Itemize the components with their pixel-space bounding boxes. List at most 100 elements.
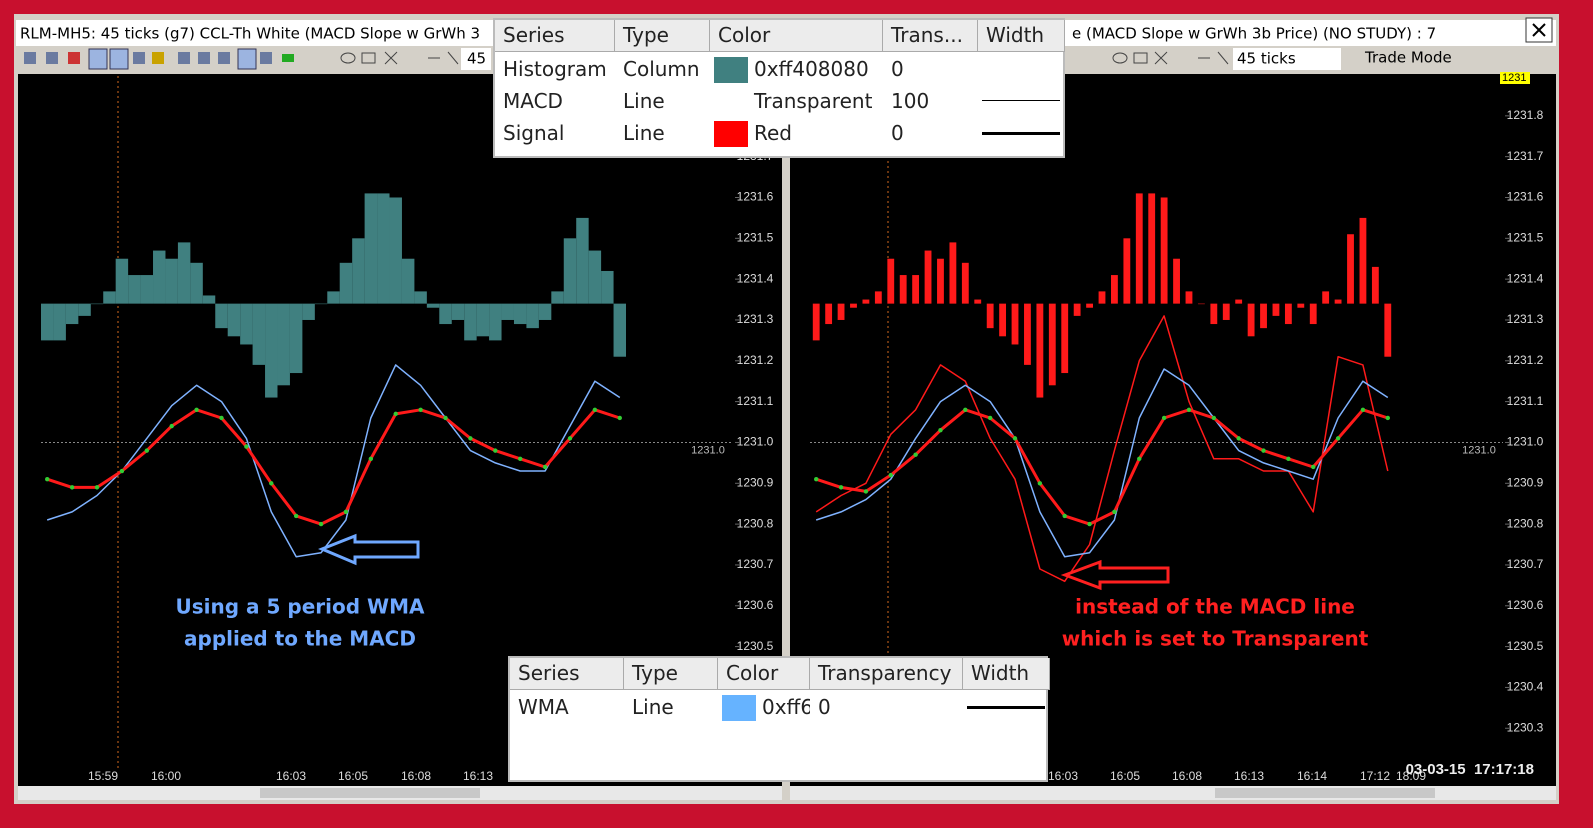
histogram-bar xyxy=(227,303,241,337)
trade-mode-button[interactable]: Trade Mode xyxy=(1364,49,1452,67)
x-tick-label: 16:13 xyxy=(1234,769,1264,783)
histogram-bar xyxy=(464,303,477,341)
toolbar-input[interactable] xyxy=(461,48,491,70)
histogram-bar xyxy=(1073,303,1081,316)
histogram-bar xyxy=(999,303,1007,337)
toolbar-icon[interactable] xyxy=(24,52,36,64)
line-marker xyxy=(1360,407,1366,412)
histogram-bar xyxy=(1297,303,1305,308)
y-tick-label: 1231.2 xyxy=(1507,353,1544,367)
toolbar-icon[interactable] xyxy=(152,52,164,64)
toolbar-icon[interactable] xyxy=(361,52,376,64)
annotation: Using a 5 period WMA xyxy=(176,595,425,619)
histogram-bar xyxy=(1135,193,1143,304)
indicator-line xyxy=(815,368,1389,558)
scroll-thumb[interactable] xyxy=(1215,788,1435,798)
histogram-bar xyxy=(1111,275,1118,304)
line-marker xyxy=(144,448,149,453)
toolbar-icon[interactable] xyxy=(384,51,398,65)
histogram-bar xyxy=(240,303,253,345)
line-marker xyxy=(1286,456,1291,461)
column-header: Color xyxy=(718,658,810,690)
last-price-label: 1231 xyxy=(1502,72,1526,84)
toolbar-icon[interactable] xyxy=(88,48,108,70)
histogram-bar xyxy=(115,258,129,304)
x-tick-label: 16:05 xyxy=(1110,769,1140,783)
histogram-bar xyxy=(489,303,502,341)
x-tick-label: 15:59 xyxy=(88,769,118,783)
line-marker xyxy=(1161,415,1167,421)
toolbar-icon[interactable] xyxy=(198,52,210,64)
y-tick-label: 1230.7 xyxy=(737,557,774,571)
histogram-bar xyxy=(837,303,845,320)
histogram-bar xyxy=(476,303,490,337)
line-marker xyxy=(1385,415,1390,421)
scroll-thumb[interactable] xyxy=(260,788,480,798)
toolbar-icon[interactable] xyxy=(237,48,257,70)
histogram-bar xyxy=(949,242,957,304)
indicator-line xyxy=(46,408,621,526)
series-properties-table: Series Type Color Trans... Width Histogram Col… xyxy=(493,18,1065,158)
toolbar-input[interactable] xyxy=(1233,48,1341,70)
right-toolbar-icons xyxy=(1112,48,1341,70)
table-cell: Column xyxy=(623,57,700,81)
y-tick-label: 1231.4 xyxy=(737,271,774,285)
left-toolbar-icons xyxy=(24,48,491,70)
width-sample xyxy=(967,706,1045,709)
toolbar-icon[interactable] xyxy=(46,52,58,64)
toolbar-icon[interactable] xyxy=(1112,52,1128,64)
toolbar-icon[interactable] xyxy=(178,52,190,64)
y-tick-label: 1230.5 xyxy=(737,639,774,653)
column-header: Transparency xyxy=(810,658,963,690)
annotation: applied to the MACD xyxy=(184,627,416,651)
wma-properties-table: Series Type Color Transparency Width WMA Line 0… xyxy=(508,656,1050,782)
toolbar-icon[interactable] xyxy=(109,48,129,70)
column-header: Series xyxy=(495,20,615,52)
table-cell: Line xyxy=(632,695,674,719)
toolbar-icon[interactable] xyxy=(340,52,356,64)
line-marker xyxy=(194,407,199,412)
histogram-bar xyxy=(1222,303,1230,320)
window-title: e (MACD Slope w GrWh 3b Price) (NO STUDY… xyxy=(1072,25,1436,43)
histogram-bar xyxy=(924,250,932,304)
line-marker xyxy=(1335,436,1341,441)
histogram-bar xyxy=(588,250,602,304)
y-tick-label: 1231.0 xyxy=(1507,435,1544,449)
annotation-arrow xyxy=(1060,559,1170,591)
histogram-bar xyxy=(1272,303,1280,316)
toolbar-icon[interactable] xyxy=(1133,52,1148,64)
histogram-bar xyxy=(1011,303,1019,345)
histogram-bar xyxy=(899,275,907,304)
line-marker xyxy=(1311,464,1316,470)
toolbar-icon[interactable] xyxy=(68,52,80,64)
indicator-line xyxy=(46,364,621,558)
histogram-bar xyxy=(1123,238,1131,304)
y-tick-label: 1230.9 xyxy=(737,475,774,489)
indicator-line xyxy=(815,315,1389,583)
width-sample xyxy=(982,100,1060,101)
right-scrollbar[interactable] xyxy=(790,786,1556,800)
line-marker xyxy=(119,468,125,474)
histogram-bar xyxy=(377,193,390,304)
toolbar-icon[interactable] xyxy=(218,52,230,64)
histogram-bar xyxy=(1173,258,1180,304)
toolbar-icon[interactable] xyxy=(1154,51,1168,65)
annotation: instead of the MACD line xyxy=(1075,595,1355,619)
table-cell: Red xyxy=(754,121,792,145)
column-header: Width xyxy=(978,20,1065,52)
y-tick-label: 1231.7 xyxy=(1507,149,1544,163)
histogram-bar xyxy=(1160,197,1168,304)
column-header: Color xyxy=(710,20,883,52)
color-swatch xyxy=(722,695,756,721)
toolbar-icon[interactable] xyxy=(1198,51,1229,65)
toolbar-icon[interactable] xyxy=(428,51,459,65)
histogram-bar xyxy=(501,303,514,320)
y-tick-label: 1230.3 xyxy=(1507,720,1544,734)
line-marker xyxy=(913,452,918,457)
toolbar-icon[interactable] xyxy=(282,54,294,62)
histogram-bar xyxy=(53,303,66,341)
toolbar-icon[interactable] xyxy=(133,52,145,64)
toolbar-icon[interactable] xyxy=(260,52,272,64)
y-tick-label: 1230.7 xyxy=(1507,557,1544,571)
histogram-bar xyxy=(314,303,328,305)
